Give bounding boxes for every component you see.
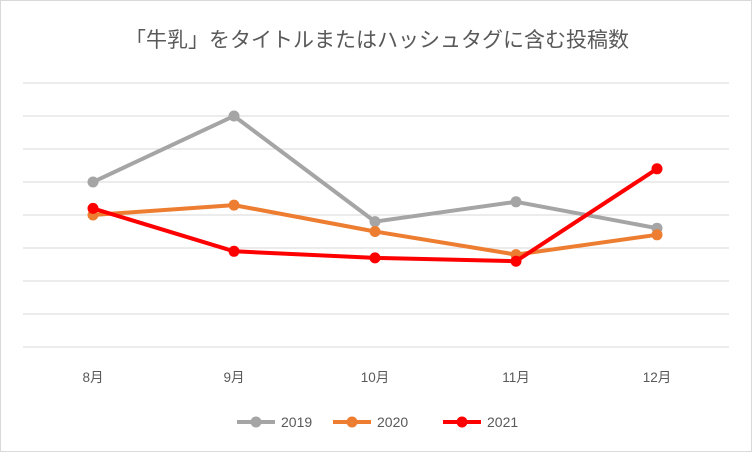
data-point <box>369 216 381 228</box>
legend-item: 2020 <box>333 414 408 430</box>
series-2021 <box>87 163 663 267</box>
legend-swatch-marker <box>250 416 262 428</box>
data-point <box>228 199 240 211</box>
legend: 2019 2020 2021 <box>237 414 518 430</box>
data-point <box>651 163 663 175</box>
data-point <box>510 255 522 267</box>
gridlines <box>23 82 729 348</box>
legend-label: 2020 <box>377 414 408 430</box>
legend-swatch-marker <box>346 416 358 428</box>
legend-swatch-marker <box>456 416 468 428</box>
data-point <box>369 252 381 264</box>
legend-item: 2019 <box>237 414 312 430</box>
series-2019 <box>87 110 663 234</box>
legend-item: 2021 <box>443 414 518 430</box>
data-point <box>87 176 99 188</box>
legend-label: 2021 <box>487 414 518 430</box>
x-tick-label: 11月 <box>502 370 530 385</box>
x-tick-label: 12月 <box>643 370 672 385</box>
chart-title: 「牛乳」をタイトルまたはハッシュタグに含む投稿数 <box>125 28 629 52</box>
legend-label: 2019 <box>281 414 312 430</box>
data-point <box>369 226 381 237</box>
data-point <box>228 245 240 257</box>
data-point <box>651 229 663 241</box>
series-line <box>91 114 659 231</box>
data-point <box>87 202 99 214</box>
x-tick-label: 10月 <box>361 370 390 385</box>
series-lines <box>87 110 663 267</box>
data-point <box>510 196 522 208</box>
x-tick-label: 9月 <box>223 370 244 385</box>
data-point <box>228 110 240 122</box>
x-axis-ticks: 8月 9月 10月 11月 12月 <box>82 370 671 385</box>
series-2020 <box>87 199 663 261</box>
x-tick-label: 8月 <box>82 370 103 385</box>
